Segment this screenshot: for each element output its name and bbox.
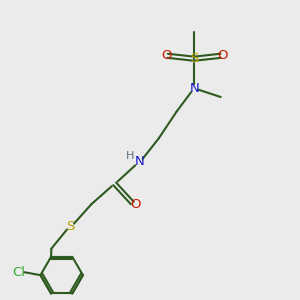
Text: N: N [135, 155, 145, 168]
Text: O: O [217, 49, 227, 62]
Text: N: N [189, 82, 199, 95]
Text: S: S [190, 52, 198, 65]
Text: S: S [66, 220, 75, 233]
Text: H: H [126, 152, 134, 161]
Text: Cl: Cl [12, 266, 25, 279]
Text: O: O [130, 198, 140, 211]
Text: O: O [161, 49, 171, 62]
